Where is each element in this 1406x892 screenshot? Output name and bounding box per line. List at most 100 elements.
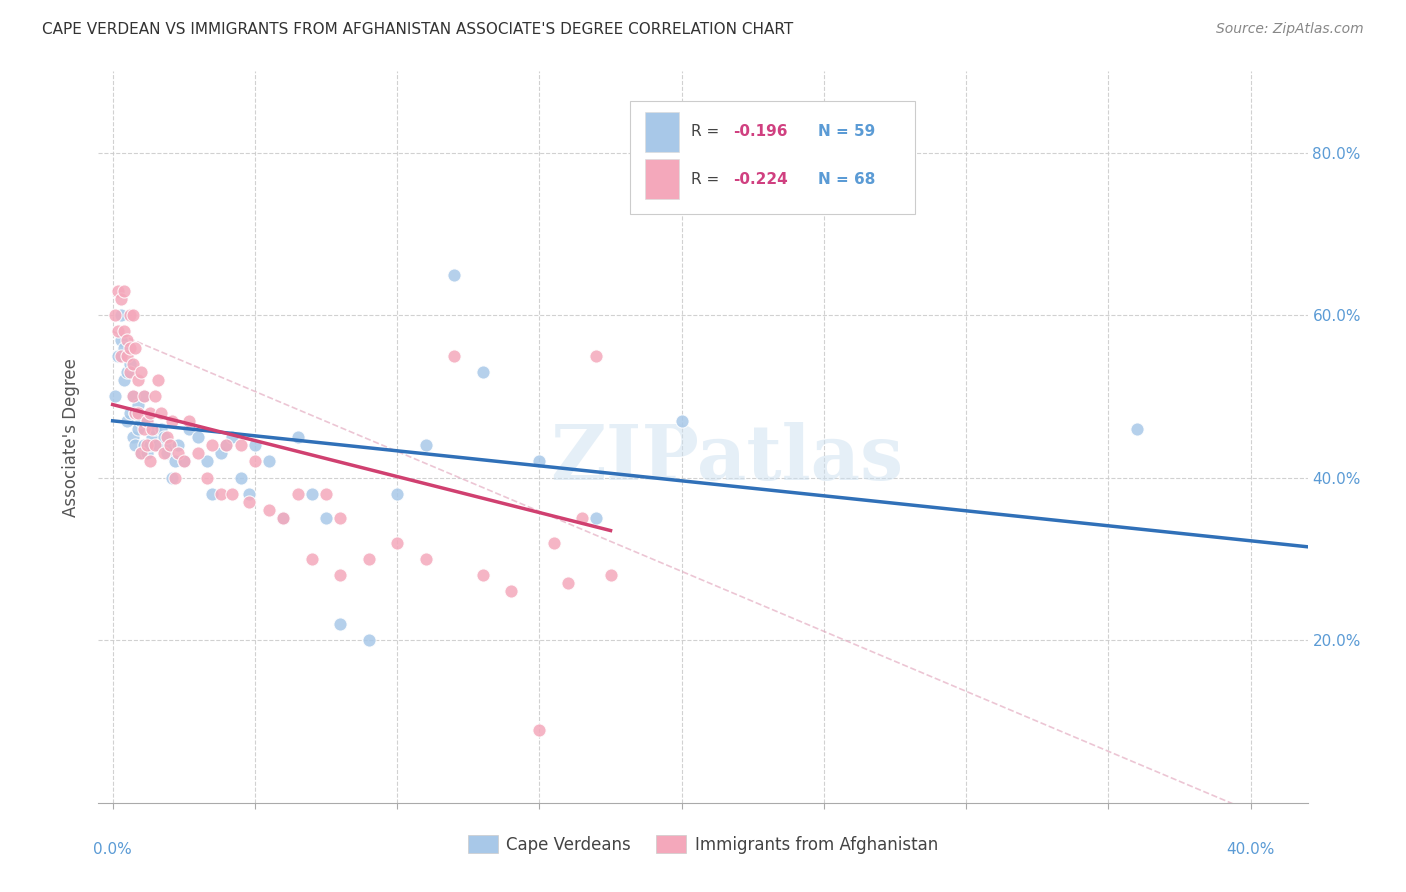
Point: [287, 487, 309, 501]
Point: [229, 471, 252, 485]
Point: [153, 430, 176, 444]
Point: [115, 414, 138, 428]
Text: Source: ZipAtlas.com: Source: ZipAtlas.com: [1216, 22, 1364, 37]
Point: [499, 584, 522, 599]
Point: [571, 511, 593, 525]
Point: [209, 487, 232, 501]
FancyBboxPatch shape: [645, 112, 679, 152]
Point: [110, 349, 132, 363]
Point: [215, 438, 238, 452]
Point: [107, 349, 129, 363]
Point: [529, 454, 551, 468]
Text: CAPE VERDEAN VS IMMIGRANTS FROM AFGHANISTAN ASSOCIATE'S DEGREE CORRELATION CHART: CAPE VERDEAN VS IMMIGRANTS FROM AFGHANIS…: [42, 22, 793, 37]
Point: [385, 487, 408, 501]
Point: [129, 446, 152, 460]
Text: 40.0%: 40.0%: [1226, 842, 1275, 857]
Point: [124, 406, 146, 420]
Point: [201, 487, 224, 501]
Point: [115, 333, 138, 347]
Point: [110, 333, 132, 347]
Point: [585, 349, 607, 363]
Point: [273, 511, 295, 525]
Point: [195, 454, 218, 468]
Point: [201, 438, 224, 452]
Point: [162, 414, 184, 428]
Point: [129, 414, 152, 428]
Point: [121, 430, 143, 444]
Point: [110, 308, 132, 322]
Point: [112, 284, 135, 298]
Point: [159, 438, 181, 452]
Point: [104, 308, 127, 322]
Point: [415, 552, 437, 566]
Point: [132, 422, 155, 436]
Point: [112, 341, 135, 355]
Point: [135, 414, 157, 428]
Point: [156, 446, 179, 460]
Point: [121, 308, 143, 322]
Point: [150, 422, 173, 436]
Point: [121, 389, 143, 403]
Point: [209, 446, 232, 460]
Point: [127, 406, 149, 420]
Point: [195, 471, 218, 485]
Point: [118, 365, 141, 379]
Point: [135, 414, 157, 428]
Point: [301, 552, 323, 566]
Point: [471, 365, 494, 379]
Point: [257, 454, 280, 468]
Point: [121, 357, 143, 371]
Point: [132, 438, 155, 452]
Point: [115, 365, 138, 379]
FancyBboxPatch shape: [645, 159, 679, 200]
Point: [187, 430, 209, 444]
Point: [585, 511, 607, 525]
Point: [529, 723, 551, 737]
Point: [153, 446, 176, 460]
Point: [167, 438, 190, 452]
Point: [129, 365, 152, 379]
Point: [112, 373, 135, 387]
Point: [118, 341, 141, 355]
Point: [671, 414, 693, 428]
Text: -0.224: -0.224: [734, 172, 787, 186]
Point: [173, 454, 195, 468]
Point: [127, 373, 149, 387]
Point: [121, 389, 143, 403]
Point: [221, 487, 243, 501]
Point: [162, 471, 184, 485]
Point: [124, 341, 146, 355]
Point: [124, 438, 146, 452]
Point: [135, 446, 157, 460]
Point: [243, 454, 266, 468]
Point: [104, 389, 127, 403]
Point: [357, 633, 380, 648]
Point: [415, 438, 437, 452]
Point: [257, 503, 280, 517]
Point: [165, 454, 187, 468]
Point: [150, 406, 173, 420]
Legend: Cape Verdeans, Immigrants from Afghanistan: Cape Verdeans, Immigrants from Afghanist…: [461, 829, 945, 860]
Point: [107, 325, 129, 339]
Point: [301, 487, 323, 501]
Point: [215, 438, 238, 452]
Point: [115, 349, 138, 363]
Point: [543, 535, 565, 549]
Text: 0.0%: 0.0%: [93, 842, 132, 857]
Point: [132, 389, 155, 403]
Point: [143, 438, 166, 452]
Point: [187, 446, 209, 460]
Point: [118, 406, 141, 420]
Point: [443, 349, 465, 363]
Point: [443, 268, 465, 282]
Point: [229, 438, 252, 452]
Point: [118, 308, 141, 322]
Point: [141, 422, 163, 436]
Point: [173, 454, 195, 468]
Point: [143, 422, 166, 436]
Point: [146, 373, 169, 387]
Point: [287, 430, 309, 444]
Point: [329, 568, 352, 582]
Text: R =: R =: [690, 124, 724, 139]
Point: [179, 422, 201, 436]
